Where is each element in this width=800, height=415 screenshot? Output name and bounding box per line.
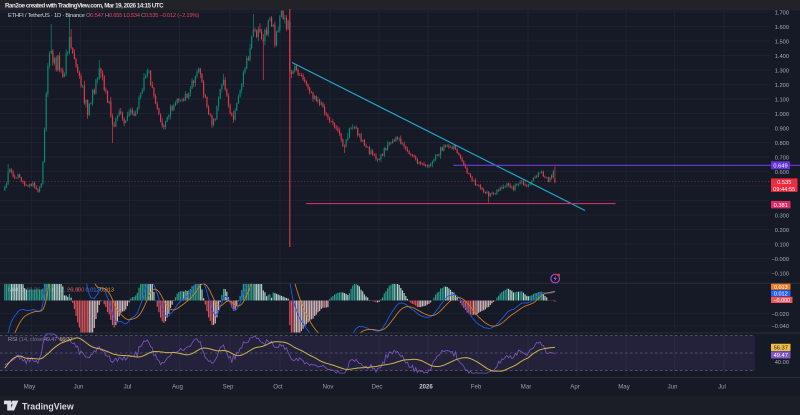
svg-text:May: May bbox=[618, 384, 630, 391]
svg-text:Nov: Nov bbox=[323, 384, 335, 391]
svg-text:−0.000: −0.000 bbox=[67, 287, 84, 293]
svg-text:1.000: 1.000 bbox=[775, 112, 789, 118]
svg-text:0.012: 0.012 bbox=[86, 287, 100, 293]
svg-text:ETHFI / TetherUS · 1D · Binanc: ETHFI / TetherUS · 1D · Binance bbox=[8, 13, 85, 19]
svg-text:0.381: 0.381 bbox=[774, 203, 788, 209]
svg-text:1.500: 1.500 bbox=[775, 39, 789, 45]
svg-text:C0.535: C0.535 bbox=[141, 13, 158, 19]
svg-text:1.200: 1.200 bbox=[775, 83, 789, 89]
svg-text:O0.547: O0.547 bbox=[86, 13, 104, 19]
svg-text:1.400: 1.400 bbox=[775, 54, 789, 60]
svg-text:Jul: Jul bbox=[124, 384, 132, 391]
svg-text:0.600: 0.600 bbox=[775, 170, 789, 176]
svg-text:0.300: 0.300 bbox=[775, 213, 789, 219]
svg-text:09:44:55: 09:44:55 bbox=[773, 187, 795, 193]
svg-text:40.00: 40.00 bbox=[775, 360, 789, 366]
svg-text:56.37: 56.37 bbox=[774, 346, 788, 352]
svg-text:Apr: Apr bbox=[570, 384, 579, 391]
svg-text:0.100: 0.100 bbox=[775, 242, 789, 248]
svg-text:−0.040: −0.040 bbox=[771, 324, 789, 330]
svg-text:Mar: Mar bbox=[521, 384, 532, 391]
svg-text:0.700: 0.700 bbox=[775, 155, 789, 161]
svg-text:0.012: 0.012 bbox=[774, 292, 788, 298]
svg-text:56.37: 56.37 bbox=[60, 337, 73, 343]
svg-text:0.200: 0.200 bbox=[775, 228, 789, 234]
svg-text:0.013: 0.013 bbox=[774, 285, 788, 291]
svg-text:1.300: 1.300 bbox=[775, 68, 789, 74]
svg-text:Sep: Sep bbox=[223, 384, 234, 391]
svg-text:Jun: Jun bbox=[74, 384, 84, 391]
svg-text:L0.534: L0.534 bbox=[124, 13, 141, 19]
svg-text:Jun: Jun bbox=[668, 384, 678, 391]
svg-text:Oct: Oct bbox=[273, 384, 283, 391]
svg-text:Jul: Jul bbox=[718, 384, 726, 391]
svg-text:1.100: 1.100 bbox=[775, 97, 789, 103]
svg-text:49.47: 49.47 bbox=[44, 337, 57, 343]
svg-text:Dec: Dec bbox=[372, 384, 383, 391]
svg-text:0.800: 0.800 bbox=[775, 141, 789, 147]
svg-text:−0.012 (−2.19%): −0.012 (−2.19%) bbox=[160, 13, 200, 19]
svg-text:0.649: 0.649 bbox=[773, 164, 787, 170]
svg-text:−0.100: −0.100 bbox=[771, 271, 789, 277]
svg-text:1.600: 1.600 bbox=[775, 25, 789, 31]
svg-text:−0.000: −0.000 bbox=[773, 298, 790, 304]
svg-text:1.700: 1.700 bbox=[775, 10, 789, 16]
svg-text:H0.655: H0.655 bbox=[105, 13, 122, 19]
svg-text:2026: 2026 bbox=[419, 384, 433, 391]
svg-text:−0.020: −0.020 bbox=[771, 312, 789, 318]
svg-text:TradingView: TradingView bbox=[22, 401, 74, 411]
svg-text:RSI (14, close): RSI (14, close) bbox=[8, 337, 45, 343]
svg-text:0.535: 0.535 bbox=[777, 180, 791, 186]
svg-text:Feb: Feb bbox=[471, 384, 482, 391]
svg-text:0.900: 0.900 bbox=[775, 126, 789, 132]
svg-text:−0.000: −0.000 bbox=[771, 257, 789, 263]
svg-text:May: May bbox=[24, 384, 36, 391]
svg-text:Aug: Aug bbox=[172, 384, 183, 391]
svg-text:0.013: 0.013 bbox=[100, 287, 114, 293]
svg-text:49.47: 49.47 bbox=[774, 353, 788, 359]
svg-text:Ran2oe created with TradingVie: Ran2oe created with TradingView.com, Mar… bbox=[5, 3, 164, 10]
